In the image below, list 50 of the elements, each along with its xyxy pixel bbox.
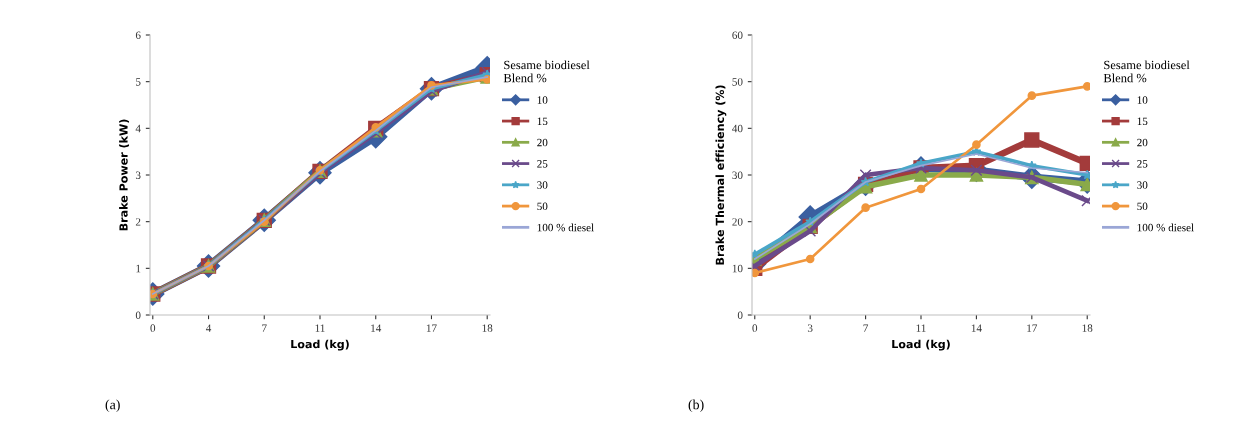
y-tick-label: 6 xyxy=(135,31,141,39)
legend-label: 20 xyxy=(1137,138,1148,147)
legend-label: 100 % diesel xyxy=(1137,223,1194,232)
x-tick-label: 11 xyxy=(315,324,325,332)
y-tick-label: 0 xyxy=(135,311,141,319)
x-tick-label: 14 xyxy=(971,324,982,332)
y-tick-label: 2 xyxy=(135,218,141,226)
y-tick-label: 0 xyxy=(737,311,743,319)
y-tick-label: 20 xyxy=(732,218,743,226)
y-tick-label: 5 xyxy=(136,78,141,86)
x-tick-label: 7 xyxy=(262,324,267,332)
y-tick-label: 3 xyxy=(135,171,141,179)
legend-label: 100 % diesel xyxy=(537,223,594,232)
y-axis-title: Brake Thermal efficiency (%) xyxy=(715,85,727,265)
legend-label: 50 xyxy=(1137,202,1148,211)
legend-title: Sesame biodiesel Blend % xyxy=(503,60,590,83)
x-tick-label: 17 xyxy=(1027,324,1038,332)
y-tick-label: 60 xyxy=(732,31,743,39)
x-tick-label: 11 xyxy=(916,324,926,332)
legend-label: 50 xyxy=(537,202,548,211)
x-tick-label: 17 xyxy=(426,324,437,332)
legend-label: 25 xyxy=(1137,160,1148,168)
x-tick-label: 18 xyxy=(482,324,493,332)
y-axis-title: Brake Power (kW) xyxy=(119,119,130,231)
legend-title: Sesame biodiesel Blend % xyxy=(1103,60,1190,83)
legend-label: 25 xyxy=(537,160,548,168)
legend-label: 10 xyxy=(537,96,548,104)
y-tick-label: 30 xyxy=(732,171,743,179)
x-tick-label: 4 xyxy=(205,324,212,332)
x-axis-title: Load (kg) xyxy=(892,339,950,351)
x-tick-label: 0 xyxy=(150,324,156,332)
x-axis-title: Load (kg) xyxy=(291,339,349,351)
x-tick-label: 0 xyxy=(752,324,758,332)
legend-label: 20 xyxy=(537,138,548,147)
text: (a) xyxy=(105,399,120,413)
x-tick-label: 14 xyxy=(371,324,382,332)
x-tick-label: 3 xyxy=(807,324,813,332)
legend-label: 15 xyxy=(1137,117,1148,126)
y-tick-label: 50 xyxy=(732,78,743,86)
legend-label: 30 xyxy=(537,181,548,189)
y-tick-label: 40 xyxy=(732,124,743,133)
y-tick-label: 4 xyxy=(135,124,141,133)
legend-label: 10 xyxy=(1137,96,1148,104)
y-tick-label: 1 xyxy=(136,264,141,273)
legend-label: 30 xyxy=(1137,181,1148,189)
x-tick-label: 18 xyxy=(1082,324,1093,332)
text: (b) xyxy=(688,399,704,413)
x-tick-label: 7 xyxy=(863,324,869,332)
legend-label: 15 xyxy=(537,117,548,126)
y-tick-label: 10 xyxy=(732,264,743,273)
